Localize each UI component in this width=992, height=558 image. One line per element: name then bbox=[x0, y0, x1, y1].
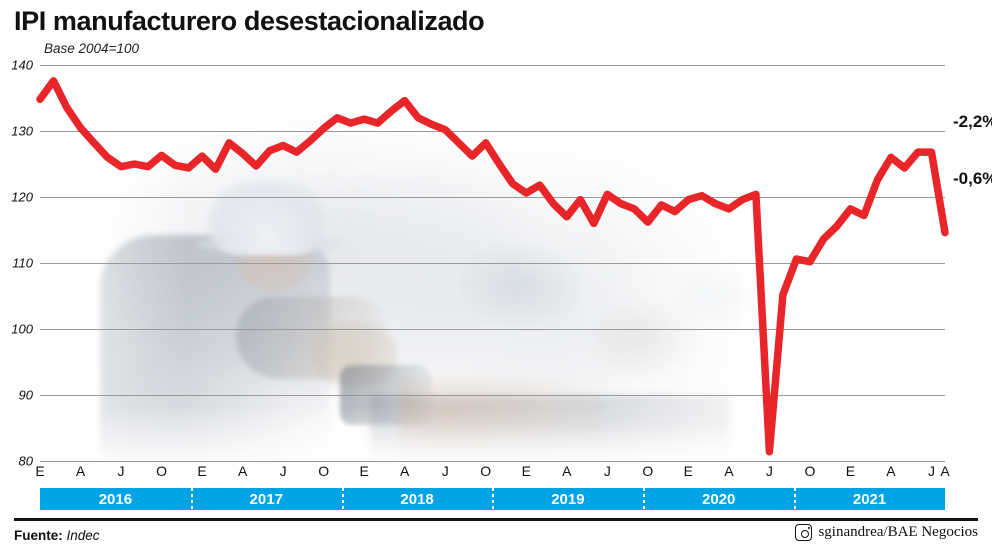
source-value: Indec bbox=[66, 528, 100, 543]
x-axis-tick-label: A bbox=[237, 463, 248, 479]
data-series-line bbox=[36, 65, 949, 461]
y-axis-label: 80 bbox=[18, 453, 33, 469]
page-title: IPI manufacturero desestacionalizado bbox=[14, 6, 485, 36]
x-axis-tick-label: O bbox=[480, 463, 492, 479]
y-axis-label: 140 bbox=[11, 57, 33, 73]
x-axis-tick-label: E bbox=[35, 463, 45, 479]
x-axis-tick-label: J bbox=[279, 463, 287, 479]
year-band-2019: 2019 bbox=[492, 488, 644, 510]
x-axis-tick-label: A bbox=[562, 463, 572, 479]
year-band-2016: 2016 bbox=[40, 488, 191, 510]
x-axis-tick-label: O bbox=[804, 463, 816, 479]
x-axis-tick-label: A bbox=[400, 463, 410, 479]
y-axis-label: 90 bbox=[18, 387, 33, 403]
y-axis-label: 110 bbox=[12, 255, 33, 271]
source-note: Fuente: Indec bbox=[14, 528, 100, 543]
y-gridlines: 80 90 100 110 120 130 140 bbox=[11, 58, 945, 469]
y-axis-label: 120 bbox=[11, 189, 33, 205]
x-axis-tick-label: J bbox=[927, 463, 935, 479]
year-band-strip: 2016 2017 2018 2019 2020 2021 bbox=[40, 488, 945, 510]
x-axis-tick-label: A bbox=[724, 463, 734, 479]
footer-divider bbox=[14, 518, 978, 521]
x-axis-tick-label: E bbox=[359, 463, 369, 479]
x-axis-tick-label: E bbox=[683, 463, 694, 479]
gridline bbox=[40, 131, 945, 132]
x-axis-tick-label: J bbox=[765, 463, 773, 479]
y-axis-label: 100 bbox=[11, 321, 33, 337]
gridline bbox=[40, 197, 945, 198]
x-axis-tick-label: A bbox=[75, 463, 86, 479]
gridline bbox=[40, 65, 945, 66]
x-axis-tick-label: E bbox=[197, 463, 207, 479]
gridline bbox=[40, 329, 945, 330]
year-band-2021: 2021 bbox=[794, 488, 945, 510]
x-axis-tick-label: J bbox=[117, 463, 125, 479]
year-band-2017: 2017 bbox=[190, 488, 342, 510]
x-axis-tick-label: A bbox=[940, 463, 950, 479]
gridline bbox=[40, 263, 945, 264]
instagram-icon bbox=[795, 524, 813, 541]
x-axis-tick-label: J bbox=[603, 463, 611, 479]
x-axis-tick-label: O bbox=[156, 463, 168, 479]
source-label: Fuente: bbox=[14, 528, 63, 543]
plot-area: 80 90 100 110 120 130 140 -2,2% -0,6% bbox=[11, 58, 992, 469]
x-axis-tick-label: A bbox=[886, 463, 896, 479]
chart-subtitle: Base 2004=100 bbox=[44, 41, 139, 56]
gridline bbox=[40, 395, 945, 396]
year-band-2018: 2018 bbox=[341, 488, 493, 510]
x-axis-tick-label: E bbox=[845, 463, 856, 479]
credit-text: sginandrea/BAE Negocios bbox=[818, 524, 978, 540]
x-axis-tick-label: E bbox=[521, 463, 531, 479]
y-axis-label: 130 bbox=[11, 123, 33, 139]
x-axis-tick-label: O bbox=[642, 463, 654, 479]
credit-line: sginandrea/BAE Negocios bbox=[795, 524, 978, 541]
x-axis-tick-label: O bbox=[318, 463, 330, 479]
gridline bbox=[40, 461, 945, 462]
year-band-2020: 2020 bbox=[643, 488, 795, 510]
annotation-upper: -2,2% bbox=[953, 112, 992, 132]
annotation-lower: -0,6% bbox=[953, 169, 992, 189]
x-axis-tick-label: J bbox=[441, 463, 449, 479]
